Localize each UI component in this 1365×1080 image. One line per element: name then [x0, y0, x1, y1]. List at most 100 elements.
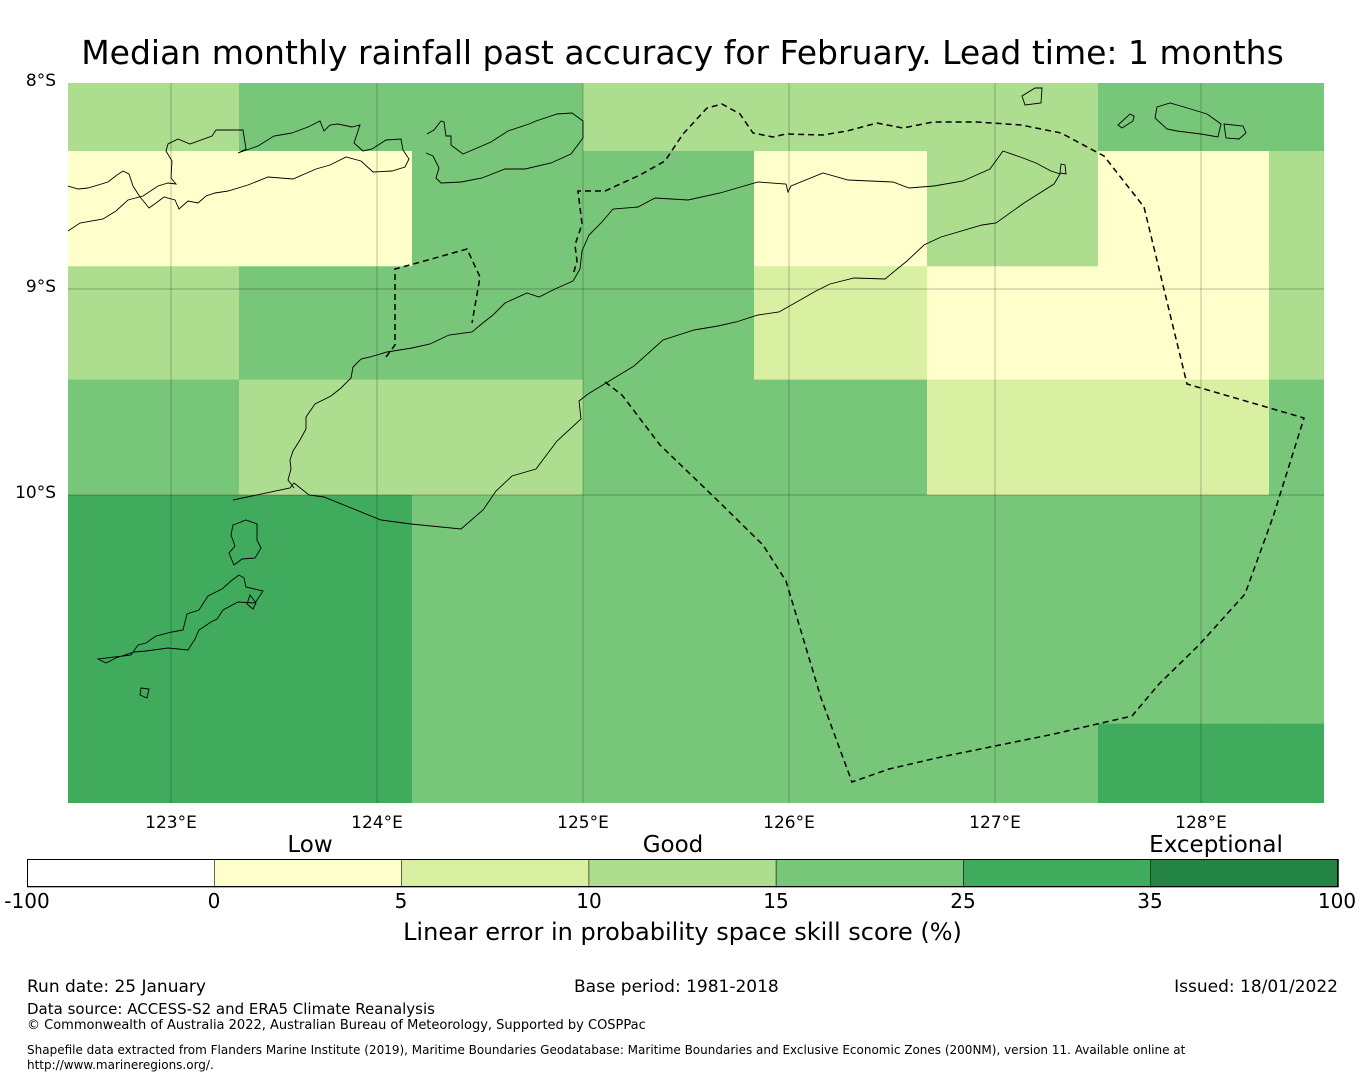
grid-cell-r5-c3 [583, 723, 755, 803]
grid-cell-r1-c5 [927, 151, 1099, 267]
colorbar-tick-neg100: -100 [4, 889, 50, 913]
grid-cell-r0-c7 [1269, 83, 1324, 152]
grid-cell-r2-c4 [754, 266, 928, 381]
wetar-coastline [1154, 102, 1222, 138]
grid-cell-r5-c0 [68, 723, 240, 803]
grid-cell-r2-c7 [1269, 266, 1324, 381]
grid-cell-r3-c1 [239, 379, 413, 496]
lat-label-10s: 10°S [15, 483, 56, 503]
grid-cell-r5-c5 [927, 723, 1099, 803]
run-date: Run date: 25 January [27, 977, 206, 997]
legend-category-exceptional: Exceptional [1149, 832, 1283, 858]
grid-cell-r2-c3 [583, 266, 755, 381]
rote-coastline [228, 519, 262, 566]
savu-coastline [96, 574, 264, 664]
ndao-coastline [139, 687, 150, 699]
colorbar-frame [27, 859, 1338, 887]
colorbar-bins [27, 859, 1339, 888]
grid-cell-r1-c7 [1269, 151, 1324, 267]
grid-cell-r1-c3 [583, 151, 755, 267]
lon-label-128e: 128°E [1175, 813, 1227, 833]
grid-cell-r2-c5 [927, 266, 1099, 381]
grid-cell-r1-c0 [68, 151, 240, 267]
grid-cell-r0-c3 [583, 83, 755, 152]
colorbar-bin-0 [27, 859, 216, 888]
shapefile-credit: Shapefile data extracted from Flanders M… [27, 1043, 1186, 1072]
map-title: Median monthly rainfall past accuracy fo… [81, 33, 1284, 72]
legend-category-low: Low [287, 832, 333, 858]
grid-cell-r2-c2 [412, 266, 584, 381]
colorbar-tick-0: 0 [207, 889, 221, 913]
grid-cell-r5-c6 [1098, 723, 1270, 803]
colorbar-bin-5 [963, 859, 1152, 888]
atauro-coastline [1021, 87, 1043, 106]
colorbar-tick-25: 25 [950, 889, 976, 913]
grid-cell-r5-c4 [754, 723, 928, 803]
romang-coastline [1117, 113, 1135, 129]
grid-cell-r2-c0 [68, 266, 240, 381]
colorbar-tick-5: 5 [394, 889, 408, 913]
savu-east-coastline [246, 594, 257, 610]
grid-cell-r4-c0 [68, 495, 240, 725]
grid-cell-r4-c3 [583, 495, 755, 725]
data-source: Data source: ACCESS-S2 and ERA5 Climate … [27, 1000, 435, 1018]
timor-coastline [232, 150, 1061, 530]
grid-cell-r2-c6 [1098, 266, 1270, 381]
grid-cell-r0-c5 [927, 83, 1099, 152]
colorbar-bin-2 [401, 859, 590, 888]
flores-coastline [68, 120, 410, 232]
lon-label-125e: 125°E [557, 813, 609, 833]
grid-cell-r3-c0 [68, 379, 240, 496]
grid-cell-r3-c2 [412, 379, 584, 496]
skill-grid-cells [68, 83, 1324, 803]
issued-date: Issued: 18/01/2022 [1174, 977, 1338, 997]
colorbar-tick-35: 35 [1137, 889, 1163, 913]
lon-label-127e: 127°E [969, 813, 1021, 833]
grid-cell-r4-c5 [927, 495, 1099, 725]
leti-coastline [1059, 163, 1067, 175]
colorbar-tick-100: 100 [1317, 889, 1357, 913]
lon-label-123e: 123°E [145, 813, 197, 833]
eez-boundaries [385, 103, 1305, 783]
lat-label-9s: 9°S [25, 277, 56, 297]
coastlines [68, 87, 1247, 699]
sumba-small-coastline [1223, 123, 1247, 140]
colorbar-label: Linear error in probability space skill … [403, 918, 962, 946]
grid-cell-r5-c1 [239, 723, 413, 803]
lon-label-124e: 124°E [351, 813, 403, 833]
grid-cell-r3-c4 [754, 379, 928, 496]
grid-cell-r3-c5 [927, 379, 1099, 496]
grid-cell-r4-c2 [412, 495, 584, 725]
grid-cell-r0-c0 [68, 83, 240, 152]
colorbar-bin-6 [1150, 859, 1339, 888]
grid-cell-r3-c6 [1098, 379, 1270, 496]
colorbar-tick-15: 15 [763, 889, 789, 913]
skill-score-map [68, 83, 1324, 803]
colorbar-bin-3 [588, 859, 778, 888]
colorbar-tick-10: 10 [576, 889, 602, 913]
oecusse-eez [385, 248, 481, 358]
east-timor-eez [572, 103, 1305, 783]
colorbar [27, 859, 1339, 888]
grid-cell-r4-c7 [1269, 495, 1324, 725]
grid-cell-r5-c7 [1269, 723, 1324, 803]
copyright: © Commonwealth of Australia 2022, Austra… [27, 1018, 646, 1033]
lon-label-126e: 126°E [763, 813, 815, 833]
grid-cell-r1-c2 [412, 151, 584, 267]
colorbar-bin-4 [775, 859, 965, 888]
grid-cell-r1-c6 [1098, 151, 1270, 267]
grid-cell-r5-c2 [412, 723, 584, 803]
grid-cell-r4-c1 [239, 495, 413, 725]
grid-cell-r1-c1 [239, 151, 413, 267]
base-period: Base period: 1981-2018 [574, 977, 779, 997]
graticule [68, 83, 1324, 803]
grid-cell-r3-c7 [1269, 379, 1324, 496]
grid-cell-r2-c1 [239, 266, 413, 381]
grid-cell-r4-c6 [1098, 495, 1270, 725]
grid-cell-r3-c3 [583, 379, 755, 496]
lat-label-8s: 8°S [25, 71, 56, 91]
alor-coastline [425, 112, 584, 184]
legend-category-good: Good [642, 832, 704, 858]
grid-cell-r0-c4 [754, 83, 928, 152]
grid-cell-r4-c4 [754, 495, 928, 725]
